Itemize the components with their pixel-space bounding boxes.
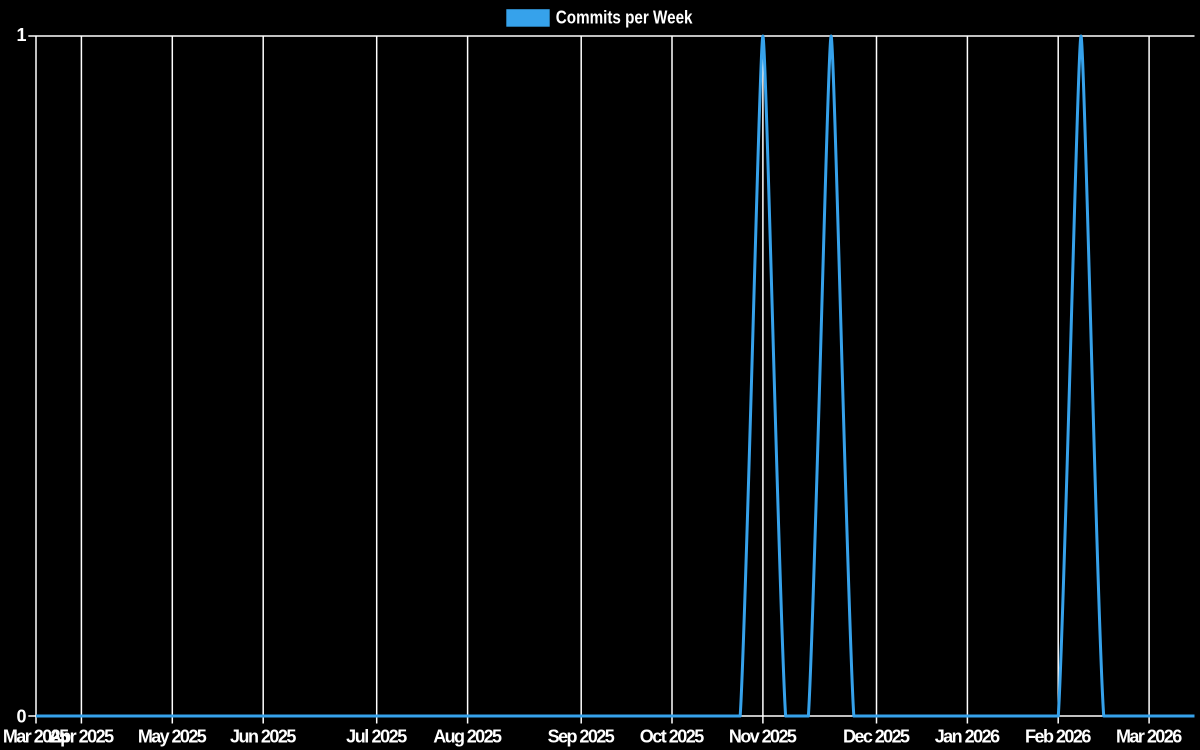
svg-text:Nov 2025: Nov 2025 — [729, 726, 797, 746]
svg-text:Jan 2026: Jan 2026 — [935, 726, 1000, 746]
svg-text:Dec 2025: Dec 2025 — [843, 726, 910, 746]
svg-text:Commits per Week: Commits per Week — [556, 7, 694, 27]
svg-text:Aug 2025: Aug 2025 — [433, 726, 502, 746]
svg-text:Feb 2026: Feb 2026 — [1025, 726, 1091, 746]
svg-text:Mar 2025: Mar 2025 — [3, 726, 69, 746]
svg-text:Apr 2025: Apr 2025 — [49, 726, 114, 746]
svg-text:1: 1 — [16, 25, 26, 45]
svg-text:0: 0 — [16, 707, 26, 727]
svg-text:Jul 2025: Jul 2025 — [346, 726, 407, 746]
svg-text:Sep 2025: Sep 2025 — [548, 726, 615, 746]
svg-text:Jun 2025: Jun 2025 — [230, 726, 296, 746]
svg-text:Mar 2026: Mar 2026 — [1116, 726, 1182, 746]
svg-text:Oct 2025: Oct 2025 — [640, 726, 705, 746]
svg-text:May 2025: May 2025 — [138, 726, 207, 746]
